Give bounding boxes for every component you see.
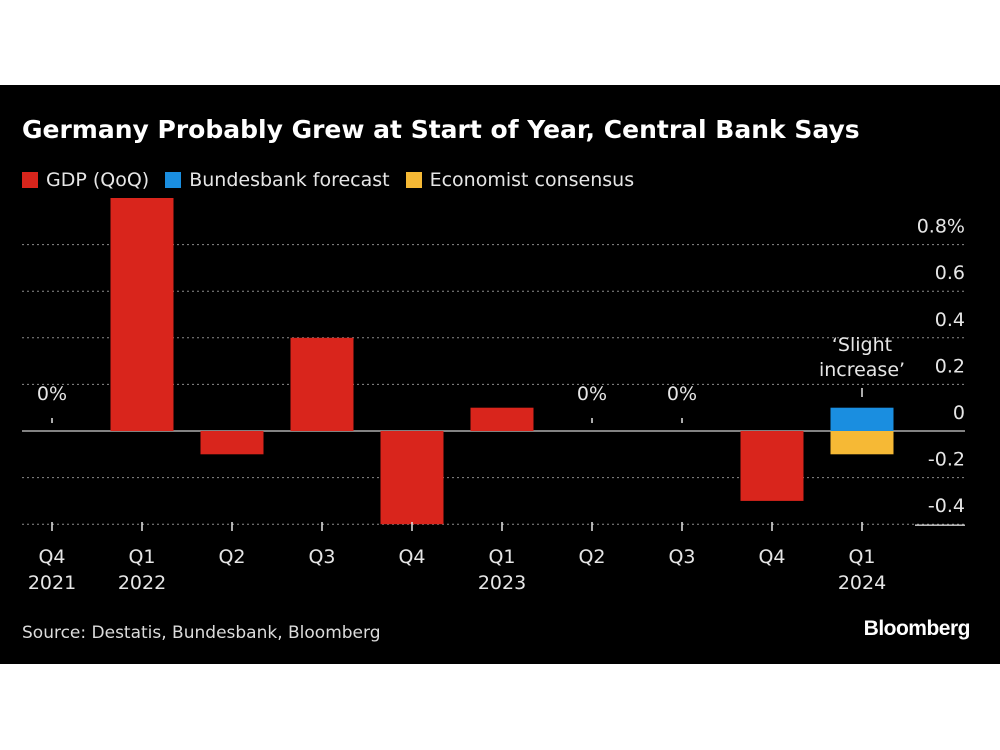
x-tick-label-year: 2022 (118, 572, 166, 594)
bar-gdp (290, 337, 354, 431)
bar-gdp (740, 431, 804, 501)
x-tick-label-quarter: Q2 (218, 546, 245, 568)
x-tick-label-quarter: Q1 (848, 546, 875, 568)
legend-swatch-consensus (405, 172, 422, 188)
x-tick-label-quarter: Q2 (578, 546, 605, 568)
x-tick-label-quarter: Q1 (128, 546, 155, 568)
bar-gdp (110, 198, 174, 431)
x-tick-label-year: 2023 (478, 572, 526, 594)
x-tick-label-quarter: Q3 (308, 546, 335, 568)
x-tick-label-quarter: Q4 (38, 546, 65, 568)
legend-swatch-gdp (22, 172, 38, 188)
bar-gdp (200, 431, 264, 455)
legend-swatch-bundesbank (165, 172, 182, 188)
annotation-text: increase’ (819, 359, 905, 381)
legend-item-gdp: GDP (QoQ) (22, 169, 149, 191)
data-label: 0% (37, 383, 67, 405)
legend-label-consensus: Economist consensus (429, 169, 635, 191)
data-label: 0% (577, 383, 607, 405)
x-tick-label-year: 2024 (838, 572, 886, 594)
x-tick-label-quarter: Q4 (398, 546, 425, 568)
y-tick-label: 0.8% (917, 216, 965, 238)
legend: GDP (QoQ) Bundesbank forecast Economist … (22, 169, 650, 191)
source-note: Source: Destatis, Bundesbank, Bloomberg (22, 623, 381, 643)
bar-economist-consensus (830, 431, 894, 455)
y-tick-label: -0.4 (928, 495, 965, 517)
y-tick-label: 0.2 (935, 355, 965, 377)
legend-label-gdp: GDP (QoQ) (46, 169, 150, 191)
y-tick-label: -0.2 (928, 449, 965, 471)
x-tick-label-year: 2021 (28, 572, 76, 594)
bar-gdp (470, 407, 534, 431)
legend-item-bundesbank: Bundesbank forecast (165, 169, 390, 191)
data-label: 0% (667, 383, 697, 405)
chart-panel: Germany Probably Grew at Start of Year, … (0, 85, 1000, 664)
bloomberg-logo: Bloomberg (863, 617, 971, 640)
y-tick-label: 0.4 (935, 309, 965, 331)
annotation-text: ‘Slight (832, 334, 892, 356)
x-tick-label-quarter: Q4 (758, 546, 785, 568)
x-tick-label-quarter: Q1 (488, 546, 515, 568)
y-tick-label: 0 (953, 402, 965, 424)
bar-bundesbank-forecast (830, 407, 894, 431)
x-tick-label-quarter: Q3 (668, 546, 695, 568)
bar-gdp (380, 431, 444, 525)
legend-item-consensus: Economist consensus (405, 169, 635, 191)
legend-label-bundesbank: Bundesbank forecast (189, 169, 390, 191)
chart-title: Germany Probably Grew at Start of Year, … (22, 115, 860, 144)
y-tick-label: 0.6 (935, 262, 965, 284)
chart-plot: 0.8% 0.6 0.4 0.2 0 -0.2 -0.4 0% 0% 0% ‘Slight incre… (22, 198, 965, 594)
